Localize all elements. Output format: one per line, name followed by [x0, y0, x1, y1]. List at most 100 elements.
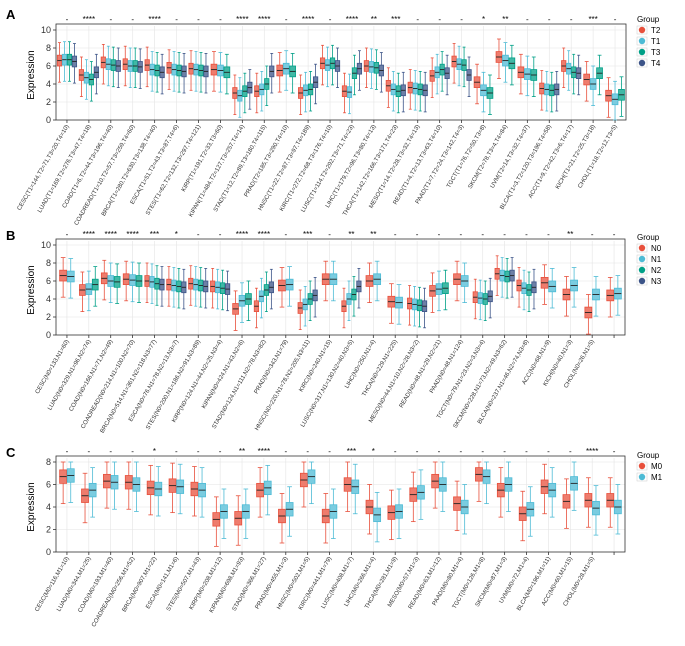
- significance-label: -: [394, 447, 397, 456]
- significance-label: -: [570, 15, 573, 24]
- plot-frame: [55, 455, 626, 553]
- legend-label: N3: [651, 277, 662, 286]
- x-tick-label: UVM(T2=14,T3=32,T4=37): [490, 124, 531, 190]
- plot-frame: [55, 23, 627, 121]
- significance-label: -: [438, 15, 441, 24]
- significance-label: -: [285, 15, 288, 24]
- significance-label: **: [502, 15, 508, 24]
- significance-label: ***: [303, 230, 312, 239]
- legend-marker: [638, 37, 646, 45]
- significance-label: **: [348, 230, 354, 239]
- significance-label: -: [503, 230, 506, 239]
- significance-label: *: [175, 230, 178, 239]
- y-tick-label: 6: [46, 61, 51, 71]
- significance-label: -: [175, 15, 178, 24]
- legend-title: Group: [637, 233, 660, 242]
- legend-marker: [638, 48, 646, 56]
- y-tick-label: 8: [46, 258, 51, 268]
- panel-c: C02468Expression-CESC(M0=116,M1=10)-LUAD…: [6, 445, 663, 628]
- x-tick-label: CHOL(T1=18,T2=12,T3=5): [577, 124, 618, 190]
- legend-marker: [638, 266, 646, 274]
- legend-marker: [638, 277, 646, 285]
- y-tick-label: 8: [46, 457, 51, 467]
- significance-label: -: [219, 15, 222, 24]
- significance-label: ****: [346, 15, 358, 24]
- significance-label: -: [503, 447, 506, 456]
- panel-label: B: [6, 228, 15, 243]
- legend-marker: [638, 244, 646, 252]
- significance-label: ****: [148, 15, 160, 24]
- significance-label: -: [438, 230, 441, 239]
- significance-label: *: [153, 447, 156, 456]
- y-tick-label: 0: [46, 115, 51, 125]
- legend-label: T1: [651, 37, 661, 46]
- significance-label: -: [438, 447, 441, 456]
- significance-label: -: [394, 230, 397, 239]
- x-tick-label: COAD(N0=166,N1=71,N2=49): [68, 339, 114, 413]
- significance-label: -: [481, 447, 484, 456]
- y-tick-label: 10: [41, 240, 51, 250]
- significance-label: ****: [236, 15, 248, 24]
- significance-label: -: [416, 230, 419, 239]
- significance-label: *: [372, 447, 375, 456]
- y-tick-label: 2: [46, 312, 51, 322]
- significance-label: ****: [258, 230, 270, 239]
- significance-label: -: [87, 447, 90, 456]
- significance-label: -: [219, 230, 222, 239]
- significance-label: -: [109, 15, 112, 24]
- significance-label: -: [613, 447, 616, 456]
- significance-label: -: [525, 230, 528, 239]
- significance-label: ****: [83, 230, 95, 239]
- significance-label: -: [329, 15, 332, 24]
- significance-label: ****: [126, 230, 138, 239]
- significance-label: -: [547, 447, 550, 456]
- significance-label: -: [526, 15, 529, 24]
- y-axis-label: Expression: [26, 265, 37, 314]
- significance-label: -: [328, 230, 331, 239]
- significance-label: -: [284, 230, 287, 239]
- significance-label: ****: [236, 230, 248, 239]
- significance-label: -: [460, 230, 463, 239]
- significance-label: -: [525, 447, 528, 456]
- significance-label: -: [284, 447, 287, 456]
- significance-label: -: [614, 15, 617, 24]
- legend-title: Group: [637, 451, 660, 460]
- significance-label: ***: [588, 15, 597, 24]
- x-tick-label: KICH(T1=21,T2=25,T3=18): [555, 124, 597, 190]
- x-tick-label: SKCM(T2=78,T3=4,T4=84): [468, 124, 510, 190]
- significance-label: -: [66, 447, 69, 456]
- significance-label: -: [328, 447, 331, 456]
- significance-label: ****: [104, 230, 116, 239]
- x-tick-label: PRAD(T2=185,T3=290,T4=10): [244, 124, 290, 198]
- legend: Group N0 N1 N2 N3: [636, 233, 662, 286]
- significance-label: -: [197, 230, 200, 239]
- y-axis-label: Expression: [26, 482, 37, 531]
- x-tick-label: COADREAD(M0=256,M1=52): [91, 556, 136, 628]
- significance-label: -: [131, 447, 134, 456]
- significance-label: -: [197, 447, 200, 456]
- y-tick-label: 0: [46, 330, 51, 340]
- y-axis-label: Expression: [26, 50, 37, 99]
- significance-label: **: [567, 230, 573, 239]
- significance-label: ***: [391, 15, 400, 24]
- significance-label: ****: [258, 15, 270, 24]
- significance-label: **: [370, 230, 376, 239]
- x-tick-label: TGCT(T1=76,T2=50,T3=8): [446, 124, 487, 189]
- significance-label: ***: [150, 230, 159, 239]
- legend-label: T4: [651, 59, 661, 68]
- legend-marker: [638, 462, 646, 470]
- y-tick-label: 8: [46, 43, 51, 53]
- significance-label: -: [66, 230, 69, 239]
- legend-marker: [638, 26, 646, 34]
- y-tick-label: 6: [46, 276, 51, 286]
- significance-label: -: [460, 15, 463, 24]
- significance-label: -: [548, 15, 551, 24]
- legend: Group M0 M1: [636, 451, 663, 482]
- panel-label: A: [6, 7, 16, 22]
- significance-label: -: [591, 230, 594, 239]
- legend-label: M0: [651, 462, 663, 471]
- y-tick-label: 2: [46, 97, 51, 107]
- y-tick-label: 4: [46, 294, 51, 304]
- significance-label: *: [482, 15, 485, 24]
